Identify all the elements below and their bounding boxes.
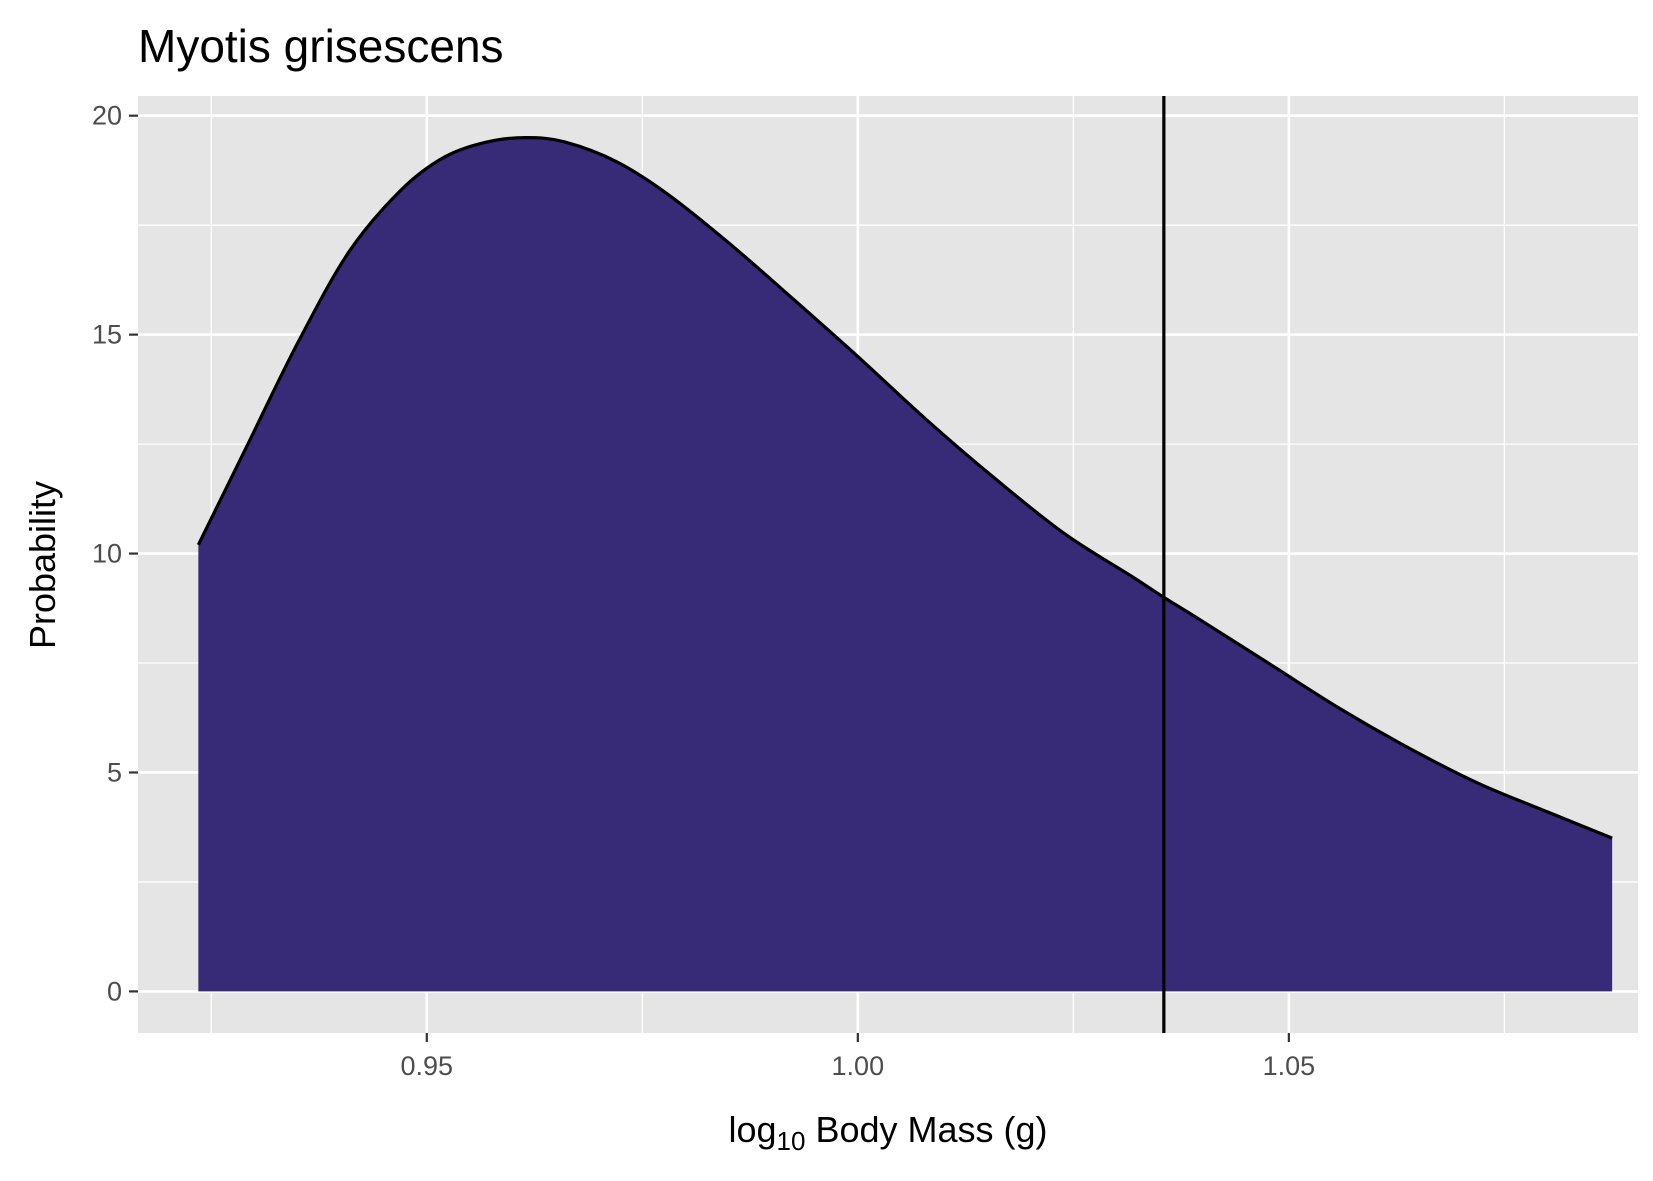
x-axis-title-subscript: 10 <box>777 1126 806 1156</box>
x-tick-label: 0.95 <box>401 1051 454 1081</box>
chart-title: Myotis grisescens <box>138 20 504 72</box>
x-axis-title-prefix: log <box>728 1109 776 1150</box>
x-axis-title-suffix: Body Mass (g) <box>805 1109 1047 1150</box>
y-tick-label: 10 <box>92 539 122 569</box>
y-tick-label: 0 <box>107 976 122 1006</box>
x-tick-label: 1.05 <box>1263 1051 1316 1081</box>
y-axis-title: Probability <box>22 481 63 649</box>
density-area <box>198 137 1613 992</box>
y-tick-label: 15 <box>92 320 122 350</box>
x-axis-title: log10 Body Mass (g) <box>728 1109 1047 1156</box>
y-tick-label: 20 <box>92 101 122 131</box>
y-axis: 0 5 10 15 20 <box>92 101 138 1006</box>
x-tick-label: 1.00 <box>832 1051 885 1081</box>
y-tick-label: 5 <box>107 757 122 787</box>
x-axis: 0.95 1.00 1.05 <box>401 1033 1316 1081</box>
density-curve <box>196 135 1613 840</box>
